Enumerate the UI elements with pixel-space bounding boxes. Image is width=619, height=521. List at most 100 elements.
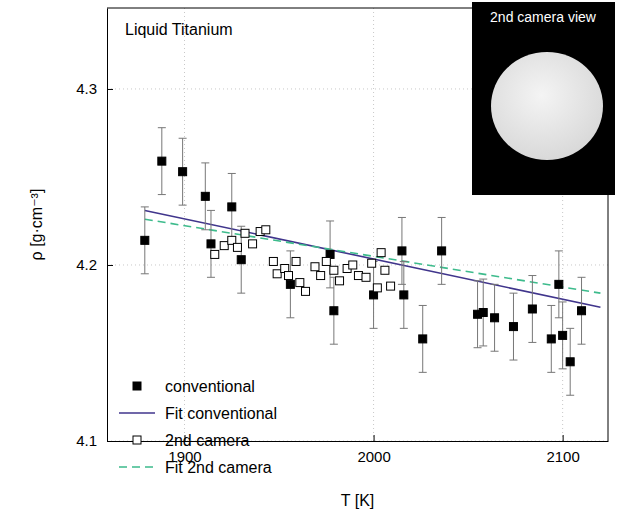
error-bar [479,279,487,346]
error-bar-cap [237,226,245,227]
point [349,261,357,269]
x-axis-title: T [K] [341,492,375,509]
point [566,358,574,366]
error-bar-cap [326,287,334,288]
legend-label: Fit 2nd camera [165,459,272,476]
error-bar-cap [398,284,406,285]
error-bar-cap [438,217,446,218]
point [237,256,245,264]
legend-item: Fit conventional [119,405,277,422]
error-bar [491,284,499,351]
error-bar-cap [566,328,574,329]
grid-line [184,8,185,441]
y-axis-title: ρ [g·cm⁻³] [28,189,45,261]
error-bar-cap [179,205,187,206]
grid [107,8,608,441]
error-bar-cap [547,305,555,306]
error-bar [578,277,586,344]
legend-swatch [119,466,155,468]
error-bar-cap [555,250,563,251]
grid-line [107,264,608,265]
error-bar [370,261,378,328]
point [555,280,563,288]
error-bar-cap [479,345,487,346]
tick-mark [107,89,113,90]
point [387,282,395,290]
error-bar-cap [330,344,338,345]
point [201,192,209,200]
tick-mark [563,435,564,441]
point [578,307,586,315]
point [547,335,555,343]
error-bar [559,302,567,369]
tick-label: 4.2 [76,256,97,273]
error-bar-cap [509,360,517,361]
error-bar-cap [479,279,487,280]
error-bar-cap [179,138,187,139]
error-bar-cap [559,368,567,369]
point [211,250,219,258]
tick-mark [107,265,113,266]
point [354,272,362,280]
point [158,157,166,165]
error-bar-cap [286,317,294,318]
point [233,243,241,251]
point [528,305,536,313]
error-bar-cap [419,372,427,373]
error-bar-cap [578,277,586,278]
legend-label: Fit conventional [165,405,277,422]
point [336,277,344,285]
error-bar-cap [237,293,245,294]
error-bar-cap [228,173,236,174]
legend-item: 2nd camera [133,432,250,449]
error-bar-cap [547,372,555,373]
error-bar [201,163,209,230]
error-bar-cap [438,284,446,285]
error-bar-cap [474,280,482,281]
error-bar-cap [141,273,149,274]
error-bar [547,305,555,372]
error-bar [228,173,236,240]
point [141,236,149,244]
point [269,257,277,265]
point [207,240,215,248]
error-bar [141,207,149,274]
tick-label: 4.1 [76,432,97,449]
legend-item: Fit 2nd camera [119,459,272,476]
point [377,249,385,257]
point [286,280,294,288]
error-bar [438,217,446,284]
error-bar-cap [207,210,215,211]
error-bar-cap [566,395,574,396]
point [262,226,270,234]
error-bar [330,277,338,344]
tick-label: 2000 [357,448,390,465]
error-bar [555,251,563,318]
point [381,266,389,274]
point [330,307,338,315]
error-bar [326,221,334,288]
error-bar-cap [559,301,567,302]
error-bar-cap [158,194,166,195]
error-bar-cap [158,127,166,128]
error-bar-cap [528,342,536,343]
error-bar-cap [474,347,482,348]
point [438,247,446,255]
error-bar [158,128,166,195]
legend-swatch [133,436,141,444]
tick: 2000 [357,435,390,465]
legend-swatch [133,382,141,390]
grid-line [373,8,374,441]
error-bar [400,261,408,328]
error-bar [398,217,406,284]
point [241,229,249,237]
error-bar-cap [555,317,563,318]
point [317,272,325,280]
legend-item: conventional [133,378,255,395]
tick-label: 4.3 [76,80,97,97]
error-bar [419,305,427,372]
y-axis: 4.1 4.2 4.3 [76,9,113,450]
error-bar [207,210,215,277]
annotation: Liquid Titanium [125,21,233,38]
error-bar-cap [400,261,408,262]
